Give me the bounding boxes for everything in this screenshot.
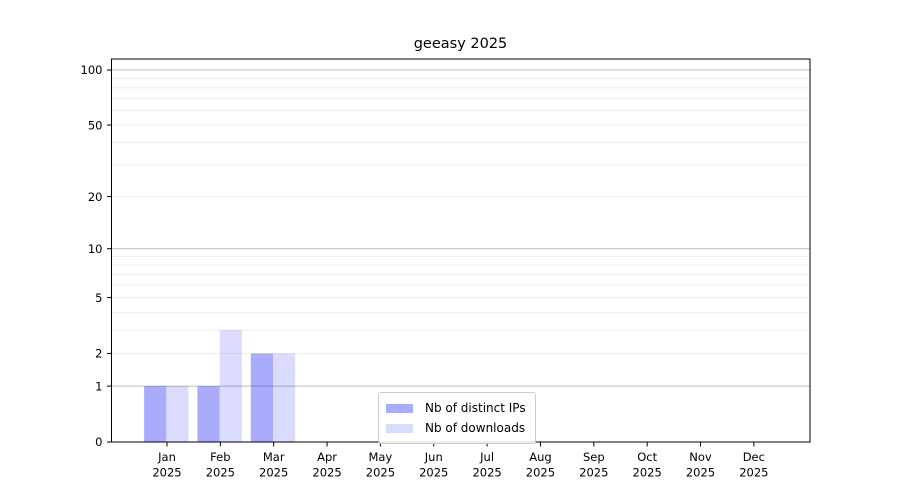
x-tick-year: 2025 — [366, 466, 395, 480]
x-tick-label: Aug — [529, 450, 551, 464]
chart-title: geeasy 2025 — [413, 36, 508, 52]
x-tick-label: Jul — [479, 450, 494, 464]
x-tick-label: Apr — [317, 450, 337, 464]
x-tick-label: Dec — [743, 450, 765, 464]
x-tick-label: May — [369, 450, 393, 464]
y-tick-label: 0 — [95, 435, 102, 449]
x-tick-year: 2025 — [419, 466, 448, 480]
legend: Nb of distinct IPs Nb of downloads — [378, 392, 536, 444]
y-tick-label: 100 — [81, 63, 103, 77]
x-tick-year: 2025 — [206, 466, 235, 480]
x-tick-year: 2025 — [472, 466, 501, 480]
x-tick-year: 2025 — [312, 466, 341, 480]
x-tick-label: Mar — [263, 450, 285, 464]
y-tick-label: 10 — [88, 242, 103, 256]
y-tick-label: 1 — [95, 379, 102, 393]
x-tick-label: Jun — [424, 450, 443, 464]
x-tick-year: 2025 — [579, 466, 608, 480]
plot-border — [111, 58, 811, 443]
x-tick-label: Nov — [689, 450, 712, 464]
bar-distinct-ips-feb — [197, 386, 220, 442]
x-tick-label: Jan — [157, 450, 176, 464]
legend-swatch-downloads — [386, 423, 413, 433]
y-tick-label: 2 — [95, 347, 102, 361]
bar-downloads-feb — [219, 330, 242, 442]
x-tick-year: 2025 — [633, 466, 662, 480]
legend-swatch-distinct-ips — [386, 403, 413, 413]
legend-label-downloads: Nb of downloads — [425, 421, 526, 435]
bar-distinct-ips-jan — [144, 386, 167, 442]
bar-distinct-ips-mar — [250, 353, 273, 442]
x-tick-year: 2025 — [526, 466, 555, 480]
x-tick-year: 2025 — [739, 466, 768, 480]
legend-label-distinct-ips: Nb of distinct IPs — [425, 401, 526, 415]
bar-downloads-mar — [273, 353, 296, 442]
x-tick-year: 2025 — [152, 466, 181, 480]
x-tick-label: Feb — [210, 450, 230, 464]
x-tick-label: Sep — [583, 450, 605, 464]
y-tick-label: 50 — [88, 118, 103, 132]
legend-item-downloads: Nb of downloads — [386, 418, 526, 438]
y-tick-label: 20 — [88, 190, 103, 204]
bar-downloads-jan — [166, 386, 189, 442]
x-tick-year: 2025 — [259, 466, 288, 480]
y-tick-label: 5 — [95, 291, 102, 305]
x-tick-label: Oct — [637, 450, 657, 464]
x-tick-year: 2025 — [686, 466, 715, 480]
legend-item-distinct-ips: Nb of distinct IPs — [386, 398, 526, 418]
